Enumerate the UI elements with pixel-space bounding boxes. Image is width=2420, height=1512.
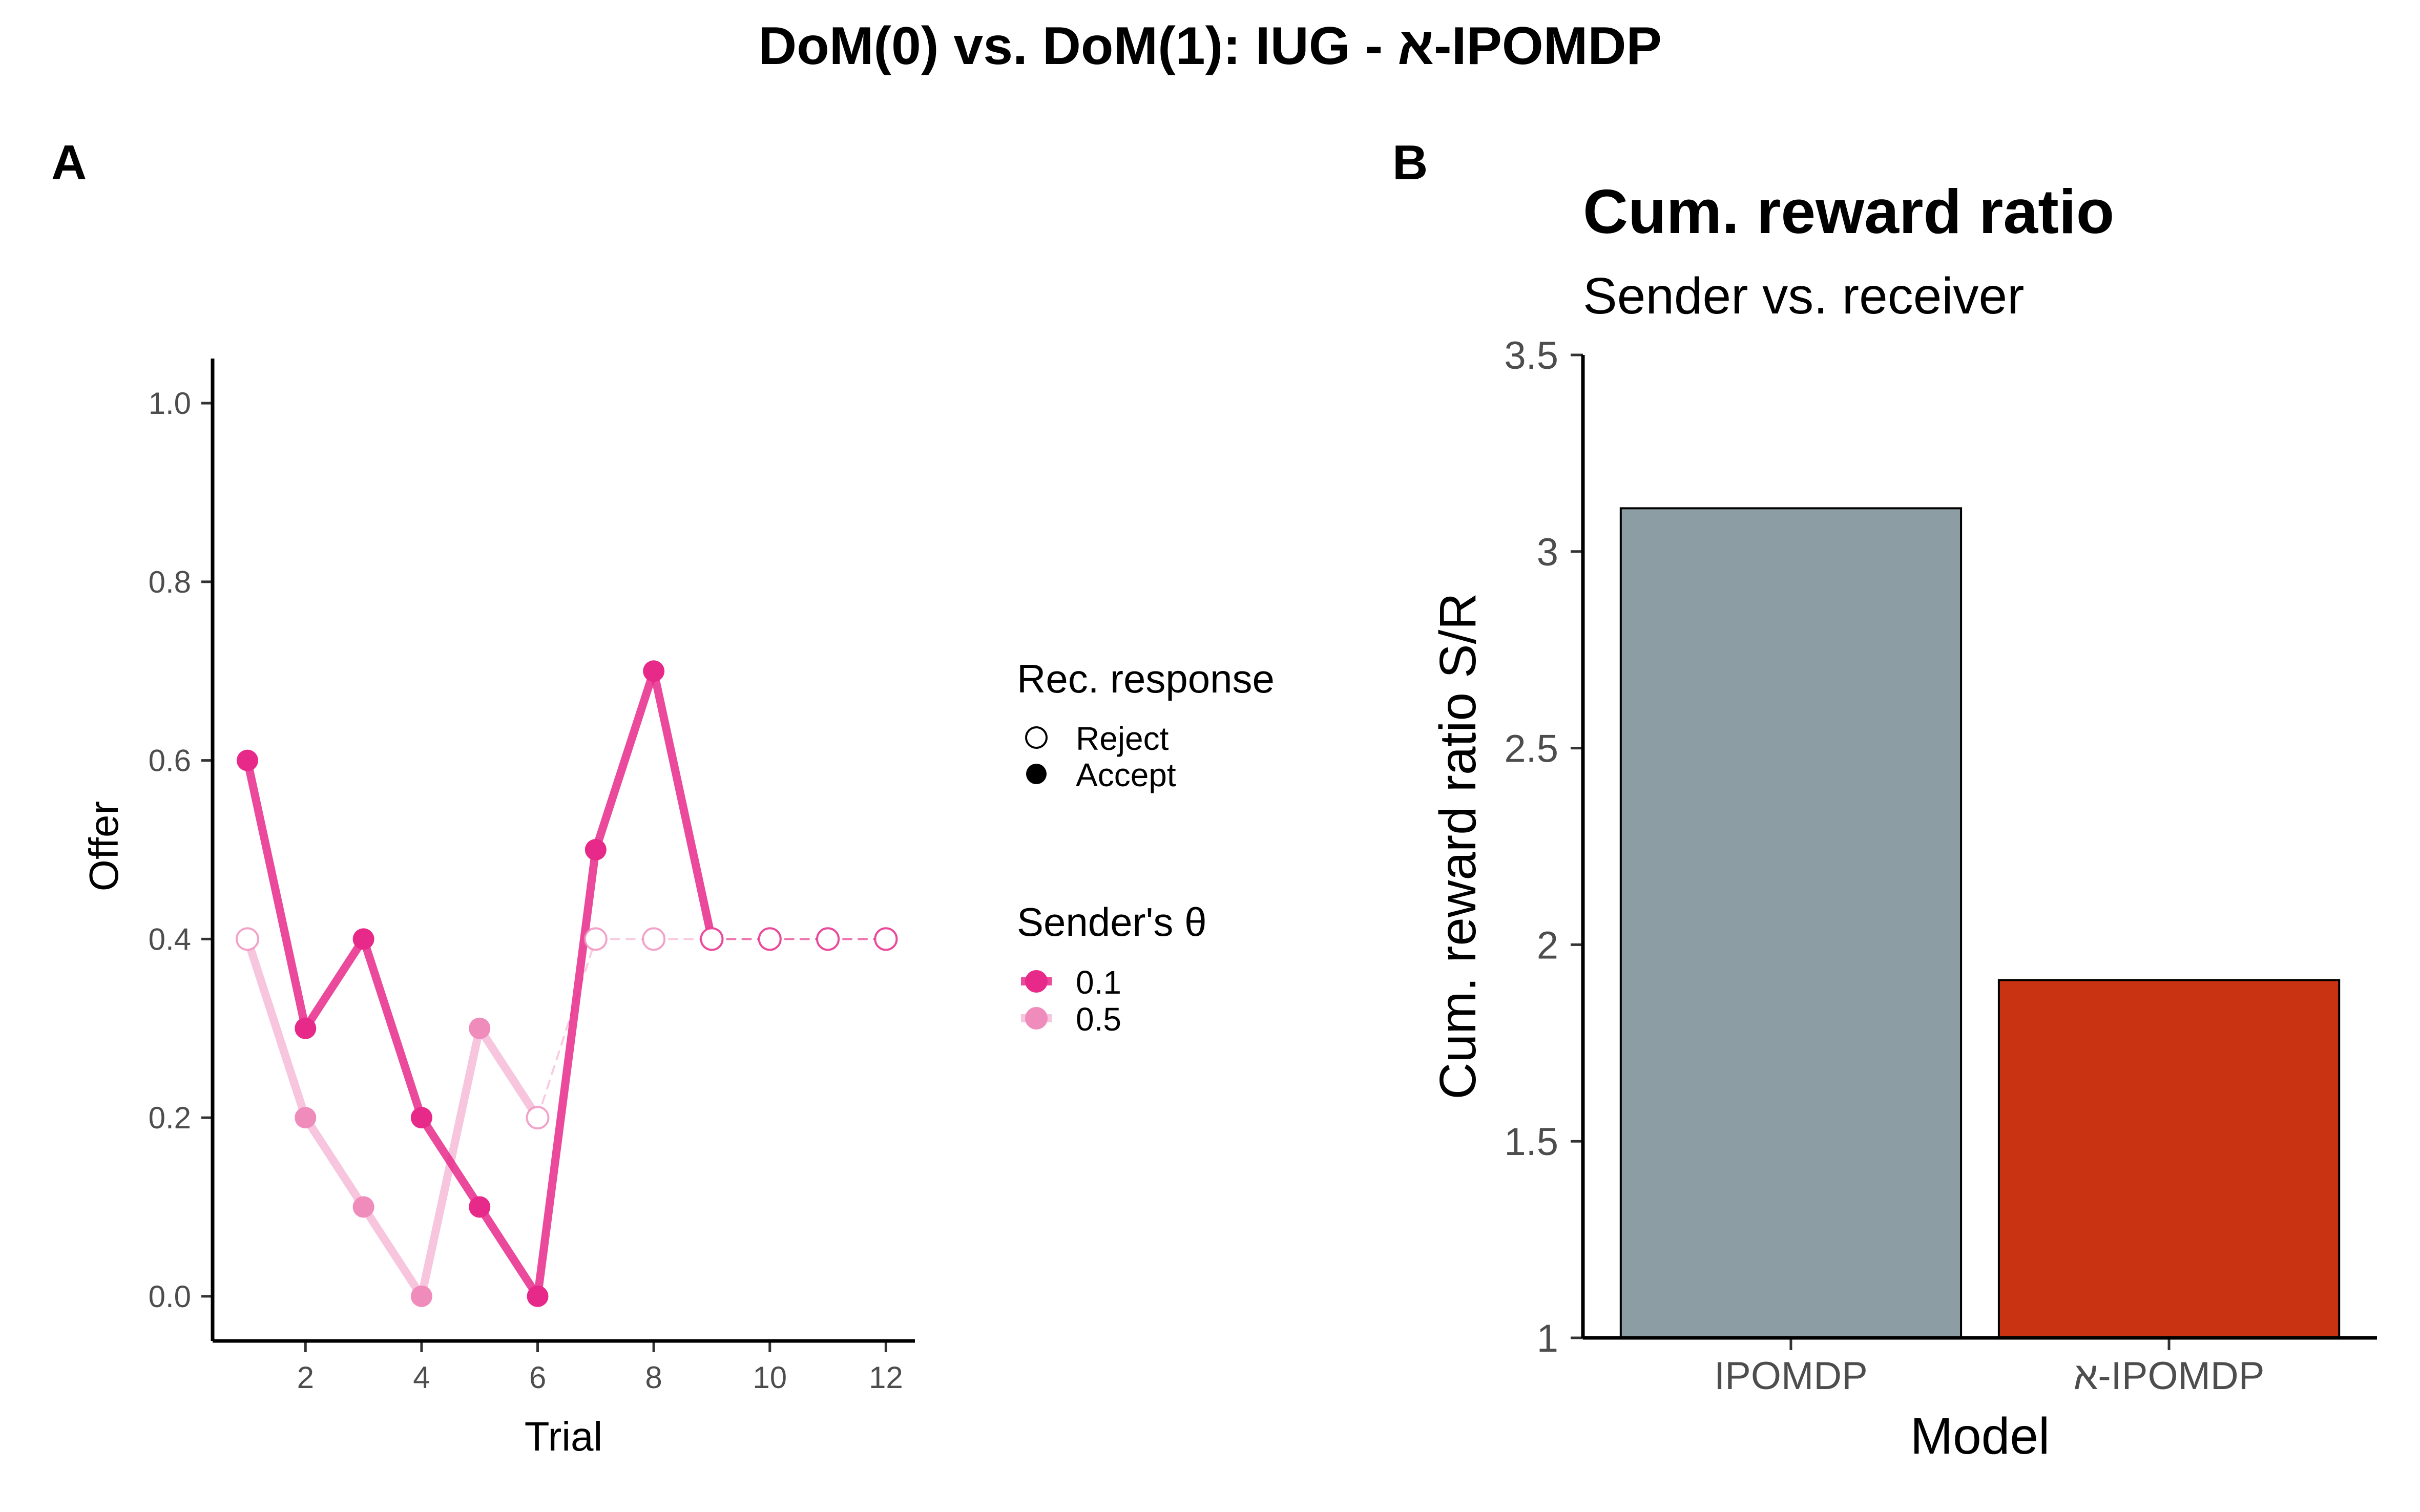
y-tick-label: 1 bbox=[1537, 1317, 1558, 1360]
legend-reject-label: Reject bbox=[1076, 720, 1169, 757]
legend-theta: Sender's θ 0.1 0.5 bbox=[1017, 899, 1206, 1038]
x-tick-label: א-IPOMDP bbox=[2074, 1354, 2265, 1398]
y-tick-label: 3 bbox=[1537, 531, 1558, 574]
series-0.1-point-trial-7 bbox=[585, 839, 607, 860]
bars bbox=[1619, 507, 2341, 1339]
series-0.1-point-trial-2 bbox=[295, 1017, 317, 1039]
x-tick-label: 2 bbox=[297, 1360, 314, 1395]
y-axis-label: Cum. reward ratio S/R bbox=[1429, 593, 1487, 1099]
series-0.1-point-trial-1 bbox=[236, 749, 258, 771]
series-0.1-point-trial-8 bbox=[643, 660, 665, 682]
legend-theta-0.1-marker bbox=[1025, 970, 1048, 993]
series-0.1-point-trial-5 bbox=[469, 1196, 491, 1218]
x-axis-label: Trial bbox=[525, 1414, 603, 1459]
series-0.1-point-trial-3 bbox=[352, 928, 374, 950]
series-0.5-segment bbox=[359, 1203, 426, 1300]
series-0.5-point-trial-7 bbox=[583, 927, 608, 951]
x-axis-ticks: 2 4 6 8 10 12 bbox=[297, 1341, 903, 1395]
series-0.5-point-trial-3 bbox=[352, 1196, 374, 1218]
y-tick-label: 0.2 bbox=[149, 1101, 191, 1135]
chart-subtitle: Sender vs. receiver bbox=[1583, 267, 2024, 325]
series-0.5-segment bbox=[536, 938, 597, 1119]
x-tick-label: 8 bbox=[645, 1360, 662, 1395]
y-tick-label: 0.6 bbox=[149, 744, 191, 778]
series-0.5-point-trial-5 bbox=[469, 1017, 491, 1039]
series-0.1-point-trial-12 bbox=[874, 927, 898, 951]
series-0.1-point-trial-4 bbox=[410, 1107, 432, 1129]
x-tick-label: 12 bbox=[869, 1360, 903, 1395]
legend-response: Rec. response Reject Accept bbox=[1017, 656, 1275, 793]
series-0.5-point-trial-6 bbox=[526, 1106, 550, 1130]
legend-theta-0.5-marker bbox=[1025, 1007, 1048, 1030]
y-tick-label: 0.8 bbox=[149, 565, 191, 599]
legend-theta-0.5-label: 0.5 bbox=[1076, 1001, 1121, 1038]
series-0.1-segment bbox=[591, 667, 658, 854]
y-axis-ticks: 0.0 0.2 0.4 0.6 0.8 1.0 bbox=[149, 386, 213, 1314]
legend-reject-marker bbox=[1025, 726, 1048, 749]
bar-א-IPOMDP bbox=[1997, 979, 2341, 1339]
series-0.1-segment bbox=[650, 667, 716, 943]
series-0.5-segment bbox=[475, 1024, 542, 1122]
series-0.1-segment bbox=[243, 756, 310, 1033]
y-tick-label: 0.4 bbox=[149, 922, 191, 956]
legend-theta-0.1-label: 0.1 bbox=[1076, 964, 1121, 1001]
y-tick-label: 0.0 bbox=[149, 1279, 191, 1314]
series-0.5-segment bbox=[301, 1114, 368, 1211]
series-0.1-point-trial-10 bbox=[758, 927, 782, 951]
y-tick-label: 1.5 bbox=[1504, 1120, 1558, 1164]
panel-label-a: A bbox=[51, 135, 87, 190]
y-tick-label: 3.5 bbox=[1504, 334, 1558, 377]
y-tick-label: 2 bbox=[1537, 923, 1558, 967]
x-tick-label: 4 bbox=[413, 1360, 430, 1395]
y-tick-label: 2.5 bbox=[1504, 727, 1558, 771]
series-0.1-segment bbox=[475, 1203, 542, 1300]
chart-title: Cum. reward ratio bbox=[1583, 177, 2114, 246]
series-0.5-point-trial-8 bbox=[642, 927, 666, 951]
series-points bbox=[235, 660, 898, 1307]
series-0.1-segment bbox=[417, 1114, 484, 1211]
series-0.1-segment bbox=[359, 935, 426, 1122]
series-0.5-point-trial-1 bbox=[235, 927, 259, 951]
series-0.1-segment bbox=[533, 846, 600, 1300]
legend-theta-title: Sender's θ bbox=[1017, 899, 1206, 944]
series-0.5-point-trial-4 bbox=[410, 1285, 432, 1307]
y-tick-label: 1.0 bbox=[149, 386, 191, 421]
series-0.5-point-trial-2 bbox=[295, 1107, 317, 1129]
series-0.1-point-trial-11 bbox=[816, 927, 840, 951]
legend-response-title: Rec. response bbox=[1017, 656, 1275, 701]
bar-IPOMDP bbox=[1619, 507, 1963, 1339]
series-lines bbox=[243, 667, 887, 1300]
series-0.1-point-trial-6 bbox=[527, 1285, 549, 1307]
legend-accept-marker bbox=[1026, 764, 1047, 784]
series-0.1-point-trial-9 bbox=[700, 927, 724, 951]
x-axis-ticks: IPOMDP א-IPOMDP bbox=[1714, 1338, 2264, 1398]
panel-label-b: B bbox=[1392, 135, 1428, 190]
panel-b-bar-chart: Cum. reward ratio Sender vs. receiver 11… bbox=[1429, 177, 2377, 1465]
legend-accept-label: Accept bbox=[1076, 757, 1176, 793]
x-tick-label: IPOMDP bbox=[1714, 1354, 1868, 1398]
x-tick-label: 6 bbox=[529, 1360, 546, 1395]
x-axis-label: Model bbox=[1910, 1408, 2050, 1465]
panel-a-line-chart: 2 4 6 8 10 12 0.00.20.40.60.81.0 Trial Offer … bbox=[81, 359, 1275, 1459]
y-axis-label: Offer bbox=[81, 801, 127, 891]
y-axis-ticks: 1 1.5 2 2.5 3 3.5 bbox=[1504, 334, 1583, 1360]
x-tick-label: 10 bbox=[753, 1360, 787, 1395]
series-0.1-segment bbox=[301, 935, 368, 1033]
series-0.5-segment bbox=[243, 935, 310, 1122]
figure-title: DoM(0) vs. DoM(1): IUG - א-IPOMDP bbox=[758, 16, 1662, 76]
